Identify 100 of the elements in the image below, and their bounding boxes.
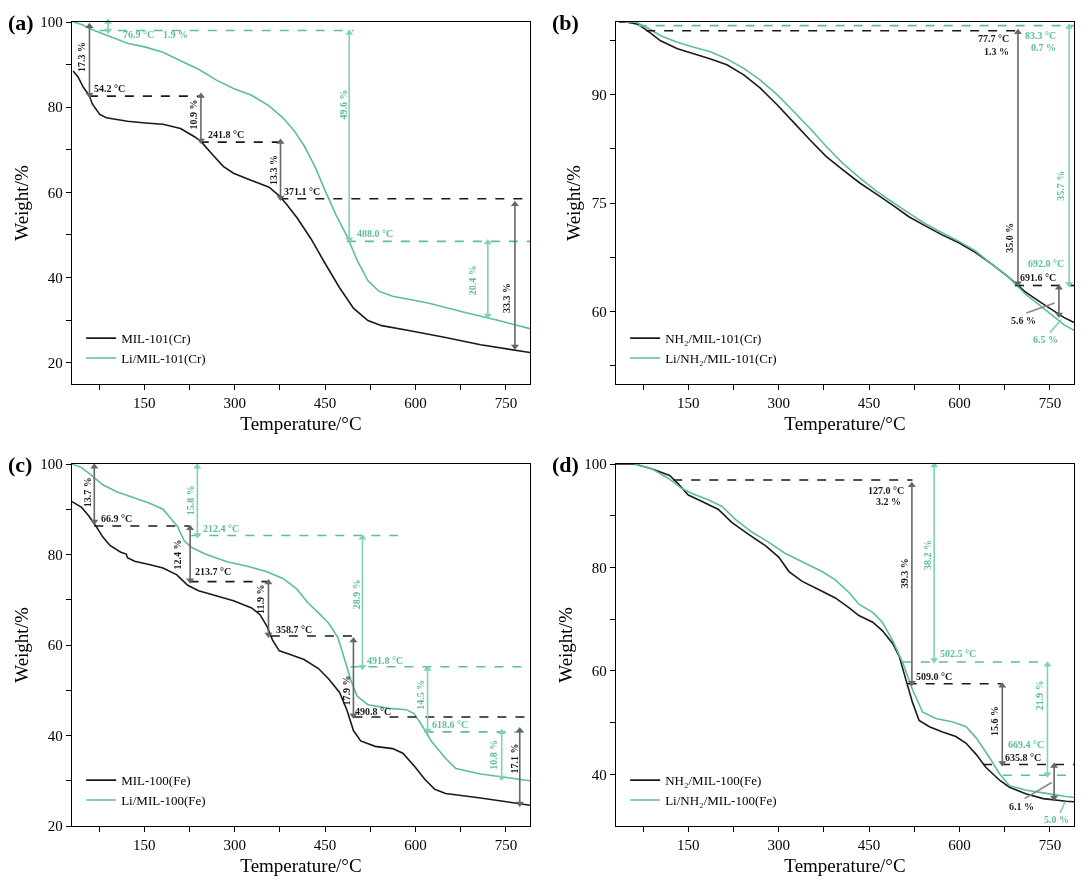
- annotation: 692.0 °C: [1028, 258, 1065, 269]
- annotation: 3.2 %: [876, 496, 901, 507]
- y-axis-title: Weight/%: [11, 165, 33, 241]
- annotation: 76.9 °C: [123, 29, 155, 40]
- y-tick-label: 40: [591, 766, 607, 783]
- x-tick-label: 750: [1038, 395, 1062, 412]
- annotation: 83.3 °C: [1025, 30, 1057, 41]
- y-tick-label: 40: [47, 269, 63, 286]
- y-tick-label: 75: [591, 195, 607, 212]
- annotation: 618.6 °C: [432, 719, 469, 730]
- legend-label: Li/NH₂/MIL-101(Cr): [665, 351, 777, 367]
- annotation: 5.0 %: [1044, 814, 1069, 825]
- annotation: 15.8 %: [185, 485, 197, 516]
- annotation: 21.9 %: [1033, 680, 1045, 711]
- legend-label: Li/NH₂/MIL-100(Fe): [665, 793, 777, 809]
- annotation: 5.6 %: [1011, 315, 1036, 326]
- annotation: 35.0 %: [1004, 222, 1016, 253]
- annotation: 38.2 %: [922, 540, 934, 571]
- x-tick-label: 750: [494, 395, 518, 412]
- x-tick-label: 300: [767, 395, 790, 412]
- annotation: 10.9 %: [187, 99, 199, 130]
- annotation: 15.6 %: [988, 705, 1000, 736]
- x-tick-label: 750: [494, 837, 518, 854]
- x-tick-label: 150: [133, 837, 156, 854]
- legend-label: NH₂/MIL-101(Cr): [665, 331, 762, 347]
- annotation: 6.5 %: [1033, 334, 1058, 345]
- annotation: 0.7 %: [1031, 42, 1056, 53]
- x-tick-label: 450: [313, 837, 337, 854]
- x-tick-label: 600: [948, 395, 971, 412]
- x-tick-label: 600: [948, 837, 971, 854]
- annotation: 54.2 °C: [94, 83, 126, 94]
- annotation: 1.9 %: [163, 29, 188, 40]
- annotation: 669.4 °C: [1008, 739, 1045, 750]
- annotation: 39.3 %: [898, 558, 910, 589]
- annotation: 635.8 °C: [1005, 752, 1042, 763]
- annotation: 12.4 %: [172, 539, 184, 570]
- y-tick-label: 80: [591, 559, 607, 576]
- x-tick-label: 300: [223, 395, 246, 412]
- annotation: 13.7 %: [82, 477, 94, 508]
- x-tick-label: 150: [677, 837, 700, 854]
- annotation: 33.3 %: [501, 283, 513, 314]
- annotation: 17.3 %: [76, 41, 88, 72]
- y-tick-label: 100: [584, 456, 607, 473]
- annotation: 491.8 °C: [367, 655, 404, 666]
- x-tick-label: 300: [767, 837, 790, 854]
- annotation: 14.5 %: [415, 679, 426, 710]
- annotation: 17.1 %: [509, 743, 521, 774]
- annotation: 691.6 °C: [1020, 272, 1057, 283]
- x-tick-label: 450: [857, 395, 881, 412]
- y-tick-label: 60: [591, 663, 607, 680]
- y-tick-label: 90: [591, 86, 607, 103]
- x-tick-label: 600: [404, 395, 427, 412]
- annotation: 66.9 °C: [101, 513, 133, 524]
- y-tick-label: 80: [47, 99, 63, 116]
- annotation: 6.1 %: [1009, 801, 1034, 812]
- annotation: 212.4 °C: [203, 523, 240, 534]
- annotation: 213.7 °C: [195, 566, 232, 577]
- legend-label: MIL-100(Fe): [121, 773, 191, 789]
- legend-label: MIL-101(Cr): [121, 331, 191, 347]
- x-tick-label: 600: [404, 837, 427, 854]
- annotation: 358.7 °C: [276, 624, 313, 635]
- annotation: 13.3 %: [267, 155, 279, 186]
- annotation: 509.0 °C: [916, 671, 953, 682]
- chart-title: (a): [8, 10, 34, 35]
- annotation: 35.7 %: [1054, 170, 1066, 201]
- x-axis-title: Temperature/°C: [784, 854, 906, 876]
- annotation: 77.7 °C: [978, 33, 1010, 44]
- y-tick-label: 100: [40, 456, 63, 473]
- y-axis-title: Weight/%: [555, 607, 577, 683]
- y-tick-label: 60: [47, 637, 63, 654]
- x-tick-label: 300: [223, 837, 246, 854]
- annotation: 20.4 %: [467, 265, 479, 296]
- x-axis-title: Temperature/°C: [784, 412, 906, 434]
- x-tick-label: 450: [313, 395, 337, 412]
- annotation: 127.0 °C: [868, 485, 905, 496]
- y-tick-label: 60: [591, 303, 607, 320]
- chart-title: (b): [552, 10, 579, 35]
- annotation: 502.5 °C: [940, 648, 977, 659]
- x-tick-label: 750: [1038, 837, 1062, 854]
- legend-label: Li/MIL-100(Fe): [121, 793, 206, 809]
- y-tick-label: 80: [47, 546, 63, 563]
- legend-label: NH₂/MIL-100(Fe): [665, 773, 762, 789]
- x-axis-title: Temperature/°C: [240, 854, 362, 876]
- annotation: 490.8 °C: [355, 706, 392, 717]
- annotation: 49.6 %: [337, 89, 349, 120]
- legend-label: Li/MIL-101(Cr): [121, 351, 206, 367]
- y-tick-label: 20: [47, 354, 63, 371]
- y-tick-label: 100: [40, 14, 63, 31]
- chart-title: (c): [8, 452, 33, 477]
- y-tick-label: 40: [47, 727, 63, 744]
- annotation: 10.8 %: [487, 739, 499, 770]
- annotation: 371.1 °C: [284, 186, 321, 197]
- annotation: 241.8 °C: [208, 129, 245, 140]
- annotation: 28.9 %: [350, 579, 362, 610]
- chart-title: (d): [552, 452, 579, 477]
- x-tick-label: 450: [857, 837, 881, 854]
- annotation: 17.9 %: [341, 675, 353, 706]
- x-axis-title: Temperature/°C: [240, 412, 362, 434]
- x-tick-label: 150: [133, 395, 156, 412]
- y-axis-title: Weight/%: [11, 607, 33, 683]
